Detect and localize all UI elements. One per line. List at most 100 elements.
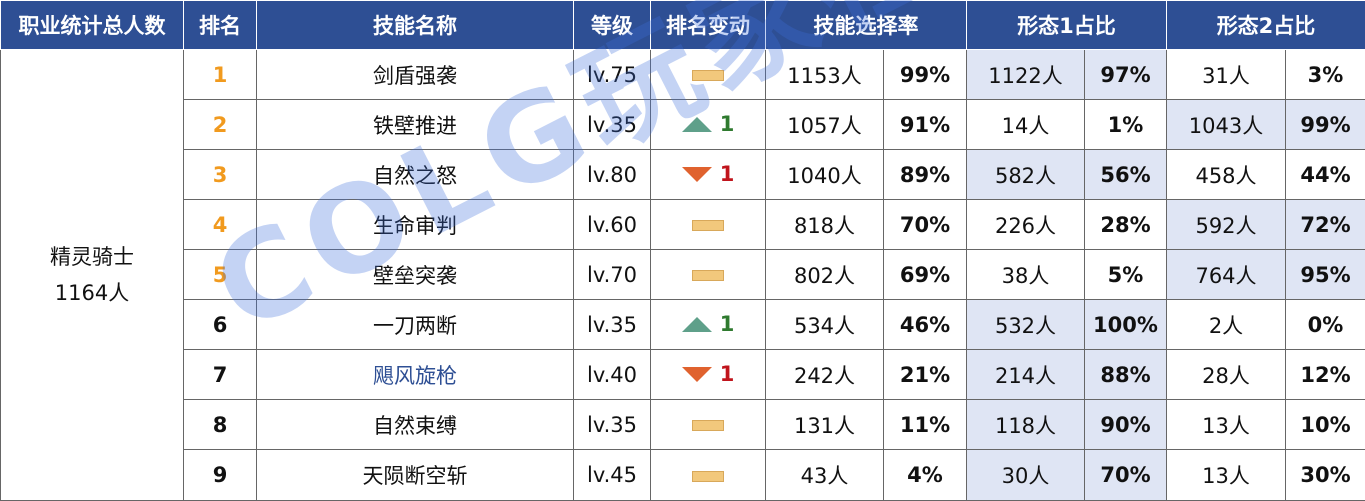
no-change-icon (692, 220, 724, 231)
skill-name-cell: 飓风旋枪 (257, 350, 574, 400)
level-cell: lv.35 (574, 100, 651, 150)
form2-pct-cell: 10% (1286, 400, 1365, 450)
rank-change-cell (651, 400, 766, 450)
rank-change-value: 1 (720, 312, 735, 336)
select-count-cell: 1153人 (766, 50, 884, 100)
rank-cell: 8 (184, 400, 257, 450)
rank-change-cell: 1 (651, 300, 766, 350)
no-change-icon (692, 471, 724, 482)
form1-count-cell: 582人 (967, 150, 1085, 200)
header-rank: 排名 (184, 1, 257, 50)
form2-count-cell: 13人 (1167, 450, 1286, 501)
form1-count-cell: 1122人 (967, 50, 1085, 100)
select-pct-cell: 91% (884, 100, 967, 150)
rank-change-value: 1 (720, 362, 735, 386)
form1-count-cell: 30人 (967, 450, 1085, 501)
skill-name-cell: 铁壁推进 (257, 100, 574, 150)
form2-count-cell: 13人 (1167, 400, 1286, 450)
level-cell: lv.35 (574, 400, 651, 450)
header-select-rate: 技能选择率 (766, 1, 967, 50)
skill-name-cell: 一刀两断 (257, 300, 574, 350)
level-cell: lv.70 (574, 250, 651, 300)
profession-count: 1164人 (1, 275, 183, 311)
select-pct-cell: 99% (884, 50, 967, 100)
select-pct-cell: 70% (884, 200, 967, 250)
select-count-cell: 534人 (766, 300, 884, 350)
select-count-cell: 242人 (766, 350, 884, 400)
skill-name-cell: 自然之怒 (257, 150, 574, 200)
skill-name-cell: 自然束缚 (257, 400, 574, 450)
rank-change-cell (651, 200, 766, 250)
rank-change-cell (651, 450, 766, 501)
form1-count-cell: 532人 (967, 300, 1085, 350)
rank-change-value: 1 (720, 112, 735, 136)
skill-name: 天陨断空斩 (363, 464, 468, 488)
rank-cell: 2 (184, 100, 257, 150)
header-profession: 职业统计总人数 (1, 1, 184, 50)
profession-name: 精灵骑士 (1, 239, 183, 275)
level-cell: lv.35 (574, 300, 651, 350)
skill-name: 飓风旋枪 (373, 364, 457, 388)
form2-count-cell: 31人 (1167, 50, 1286, 100)
form2-pct-cell: 12% (1286, 350, 1365, 400)
skill-name: 自然之怒 (373, 164, 457, 188)
select-count-cell: 1057人 (766, 100, 884, 150)
rank-cell: 5 (184, 250, 257, 300)
skill-name-cell: 生命审判 (257, 200, 574, 250)
form2-count-cell: 764人 (1167, 250, 1286, 300)
skill-name-cell: 剑盾强袭 (257, 50, 574, 100)
level-cell: lv.75 (574, 50, 651, 100)
form2-count-cell: 2人 (1167, 300, 1286, 350)
skill-name: 生命审判 (373, 214, 457, 238)
form2-count-cell: 458人 (1167, 150, 1286, 200)
skill-name-cell: 壁垒突袭 (257, 250, 574, 300)
skill-name: 一刀两断 (373, 314, 457, 338)
form2-pct-cell: 99% (1286, 100, 1365, 150)
level-cell: lv.45 (574, 450, 651, 501)
header-form1: 形态1占比 (967, 1, 1167, 50)
form2-count-cell: 28人 (1167, 350, 1286, 400)
select-pct-cell: 4% (884, 450, 967, 501)
rank-up-icon (682, 117, 712, 132)
form1-pct-cell: 70% (1085, 450, 1167, 501)
select-count-cell: 131人 (766, 400, 884, 450)
rank-cell: 4 (184, 200, 257, 250)
rank-cell: 7 (184, 350, 257, 400)
rank-change-cell: 1 (651, 150, 766, 200)
select-pct-cell: 11% (884, 400, 967, 450)
form1-count-cell: 118人 (967, 400, 1085, 450)
form2-pct-cell: 0% (1286, 300, 1365, 350)
select-count-cell: 1040人 (766, 150, 884, 200)
form1-pct-cell: 1% (1085, 100, 1167, 150)
form2-pct-cell: 3% (1286, 50, 1365, 100)
select-pct-cell: 69% (884, 250, 967, 300)
form1-pct-cell: 56% (1085, 150, 1167, 200)
no-change-icon (692, 70, 724, 81)
select-count-cell: 43人 (766, 450, 884, 501)
rank-cell: 1 (184, 50, 257, 100)
no-change-icon (692, 270, 724, 281)
form1-count-cell: 226人 (967, 200, 1085, 250)
select-pct-cell: 21% (884, 350, 967, 400)
level-cell: lv.80 (574, 150, 651, 200)
form2-pct-cell: 95% (1286, 250, 1365, 300)
header-skill: 技能名称 (257, 1, 574, 50)
rank-down-icon (682, 367, 712, 382)
skill-name: 剑盾强袭 (373, 64, 457, 88)
rank-change-value: 1 (720, 162, 735, 186)
select-count-cell: 802人 (766, 250, 884, 300)
header-change: 排名变动 (651, 1, 766, 50)
rank-cell: 3 (184, 150, 257, 200)
form1-count-cell: 14人 (967, 100, 1085, 150)
skill-name: 铁壁推进 (373, 114, 457, 138)
form1-pct-cell: 5% (1085, 250, 1167, 300)
skill-name-cell: 天陨断空斩 (257, 450, 574, 501)
